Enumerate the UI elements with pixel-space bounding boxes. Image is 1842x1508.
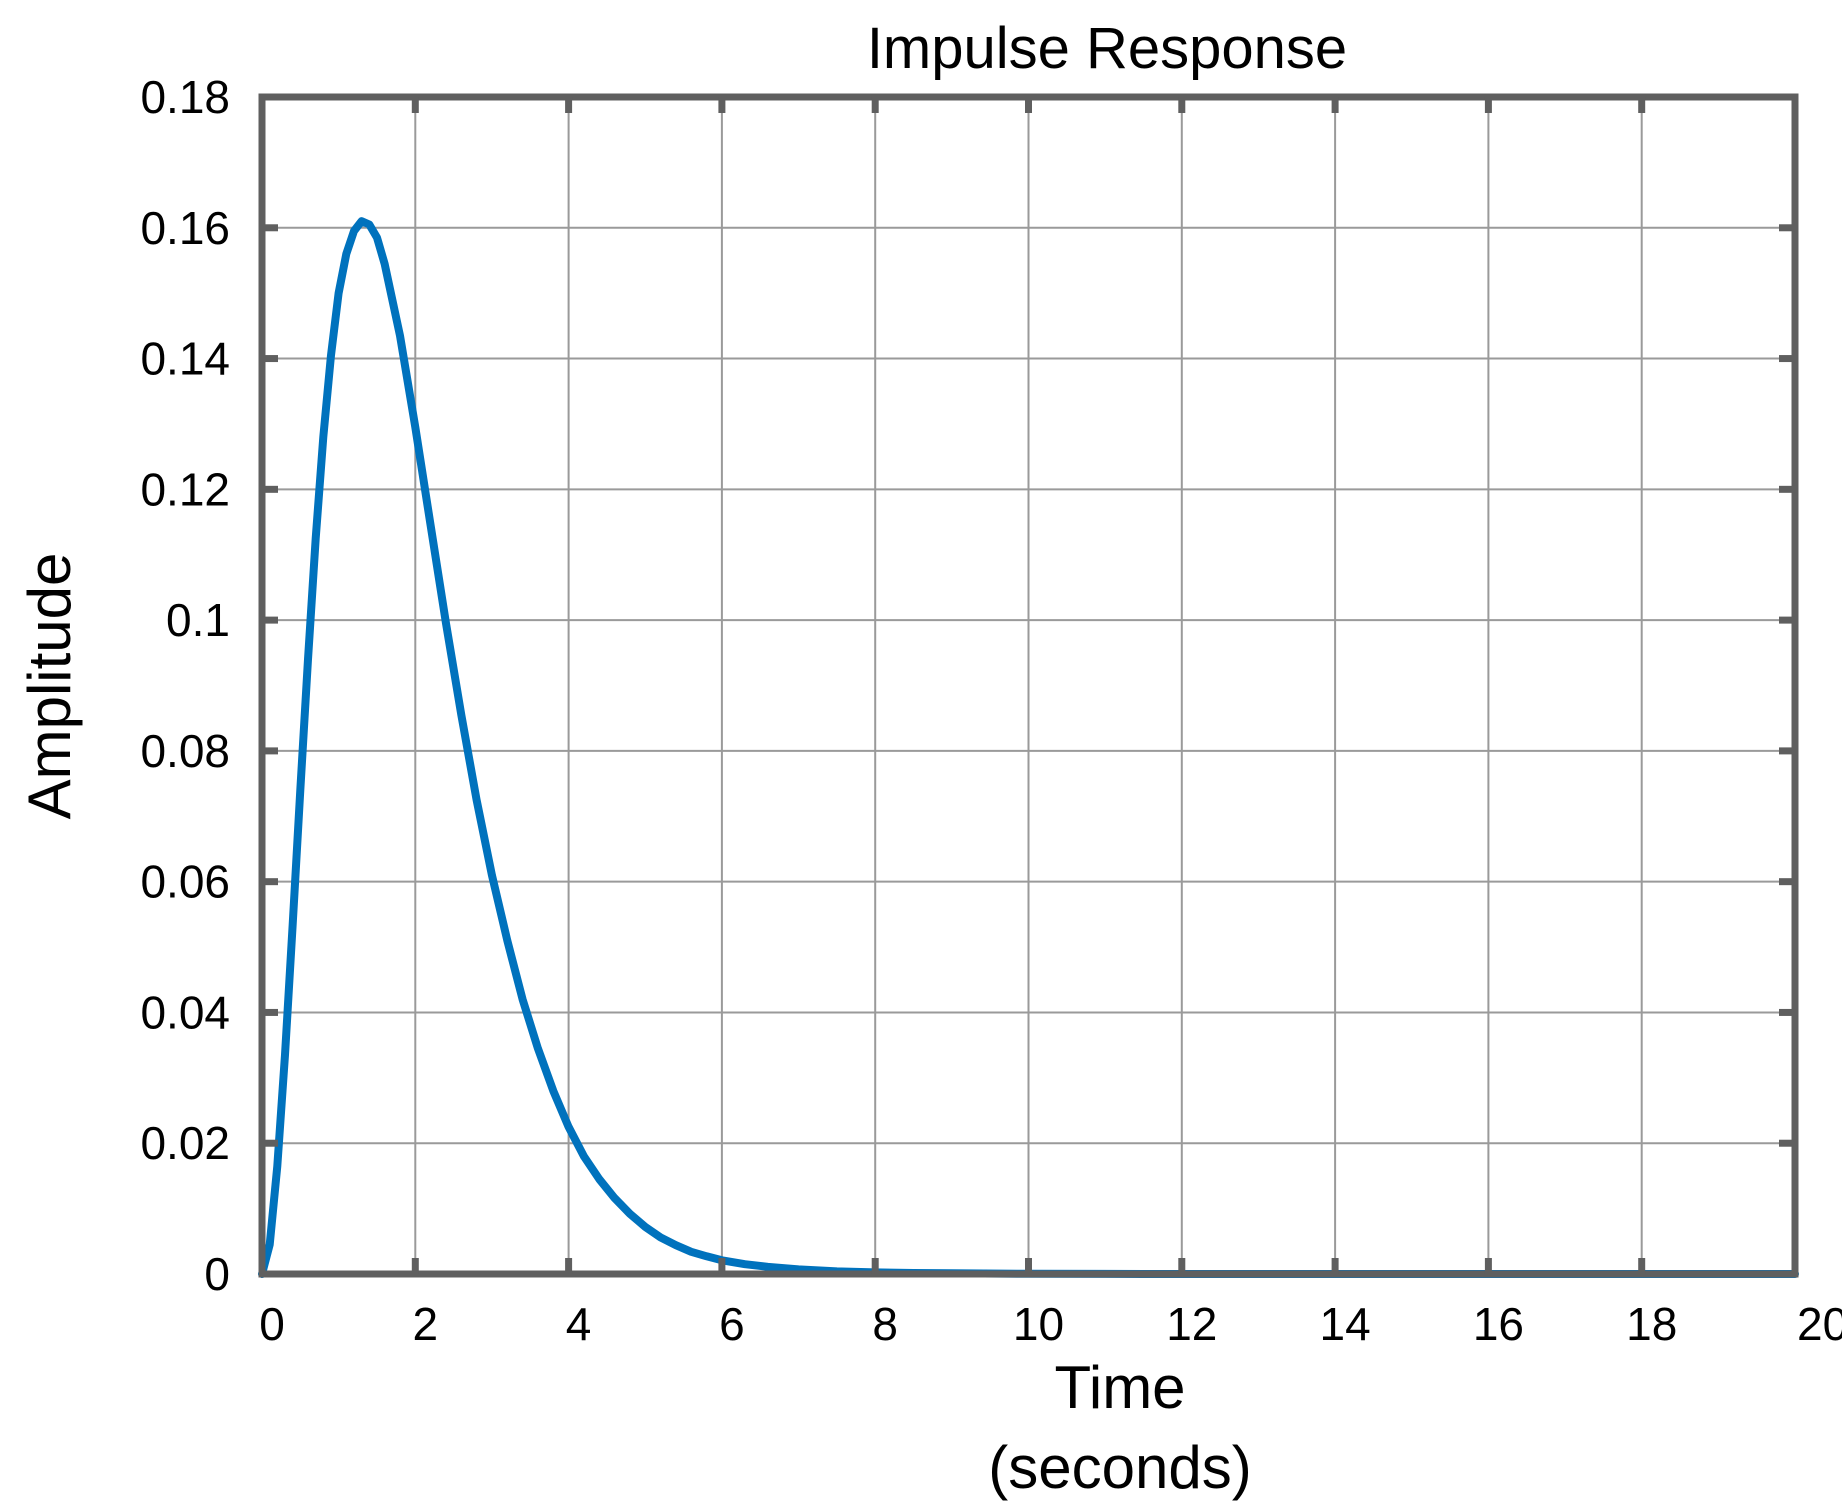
y-tick-label: 0.06 xyxy=(140,856,230,908)
y-tick-label: 0.16 xyxy=(140,202,230,254)
y-tick-label: 0.02 xyxy=(140,1117,230,1169)
x-tick-label: 12 xyxy=(1166,1298,1217,1350)
x-tick-label: 8 xyxy=(872,1298,898,1350)
x-tick-label: 6 xyxy=(719,1298,745,1350)
chart-title: Impulse Response xyxy=(867,16,1347,81)
x-axis-label-units: (seconds) xyxy=(988,1434,1251,1501)
y-axis-label: Amplitude xyxy=(16,553,83,820)
y-tick-label: 0.1 xyxy=(166,594,230,646)
y-tick-label: 0.08 xyxy=(140,725,230,777)
x-tick-label: 20 xyxy=(1797,1298,1842,1350)
x-tick-label: 2 xyxy=(413,1298,439,1350)
x-tick-label: 14 xyxy=(1320,1298,1371,1350)
x-tick-labels: 0 2 4 6 8 10 12 14 16 18 20 xyxy=(259,1298,1842,1350)
y-tick-label: 0.12 xyxy=(140,463,230,515)
x-tick-label: 4 xyxy=(566,1298,592,1350)
x-tick-label: 16 xyxy=(1473,1298,1524,1350)
grid-lines xyxy=(262,97,1795,1274)
x-tick-label: 0 xyxy=(259,1298,285,1350)
x-tick-label: 10 xyxy=(1013,1298,1064,1350)
y-tick-label: 0.14 xyxy=(140,333,230,385)
plot-frame xyxy=(258,93,1799,1278)
x-axis-label: Time xyxy=(1054,1354,1185,1421)
y-tick-label: 0 xyxy=(204,1248,230,1300)
y-tick-label: 0.18 xyxy=(140,71,230,123)
x-tick-label: 18 xyxy=(1626,1298,1677,1350)
y-tick-label: 0.04 xyxy=(140,986,230,1038)
y-tick-labels: 0 0.02 0.04 0.06 0.08 0.1 0.12 0.14 0.16 0.18 xyxy=(140,71,230,1300)
